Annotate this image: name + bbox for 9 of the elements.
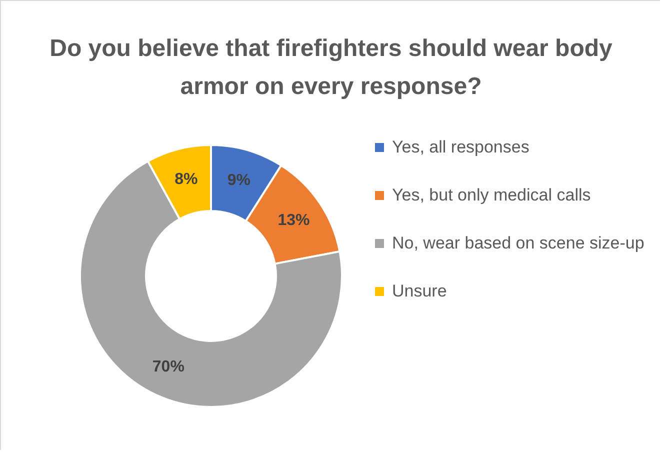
data-label: 9% bbox=[227, 172, 250, 189]
data-label: 13% bbox=[278, 212, 310, 229]
data-label: 70% bbox=[152, 358, 184, 376]
legend-label: Yes, all responses bbox=[392, 138, 530, 156]
legend-label: Yes, but only medical calls bbox=[392, 186, 591, 204]
data-label: 8% bbox=[174, 171, 198, 188]
chart-title: Do you believe that firefighters should wear body armor on every response? bbox=[50, 35, 614, 100]
legend-label: Unsure bbox=[392, 282, 447, 300]
legend-label: No, wear based on scene size-up bbox=[392, 234, 644, 252]
